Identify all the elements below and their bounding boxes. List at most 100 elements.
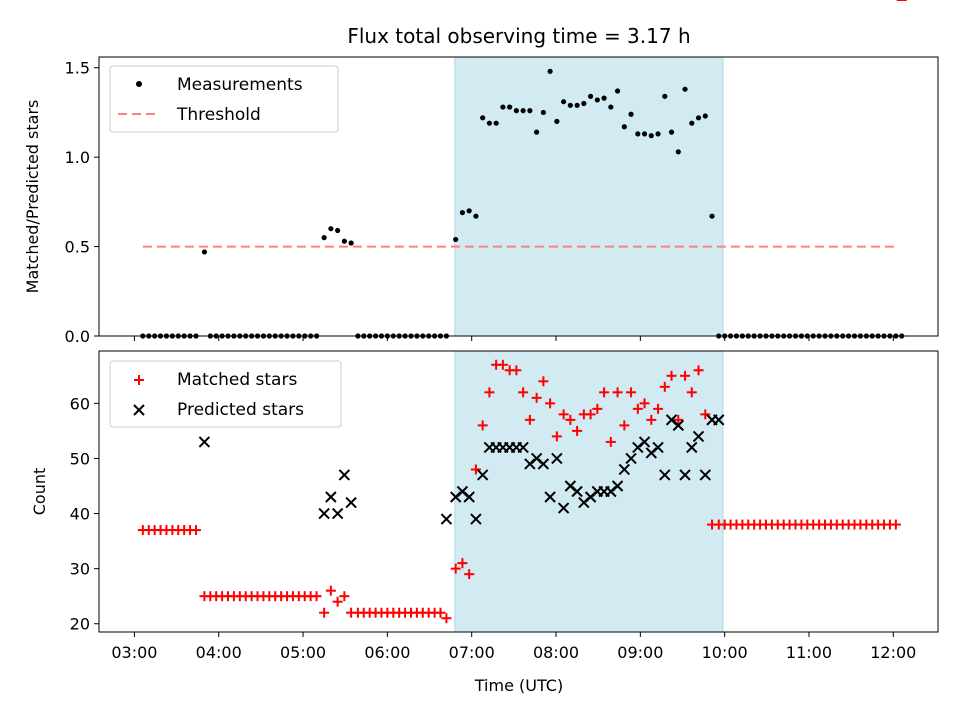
- predicted-star-point: [679, 469, 691, 481]
- top-y-axis-label: Matched/Predicted stars: [23, 100, 42, 294]
- measurement-point: [567, 102, 573, 108]
- measurement-point: [486, 120, 493, 126]
- x-tick-label: 05:00: [280, 643, 326, 662]
- predicted-star-point: [672, 419, 684, 432]
- measurement-point: [662, 93, 668, 99]
- predicted-star-point: [551, 452, 563, 465]
- matched-star-point: [470, 464, 481, 475]
- measurement-point: [695, 115, 702, 121]
- measurement-point: [335, 227, 341, 234]
- predicted-star-point: [659, 469, 671, 481]
- predicted-star-point: [338, 469, 351, 481]
- measurement-point: [594, 97, 600, 103]
- measurement-point: [453, 236, 459, 243]
- predicted-star-point: [440, 513, 453, 525]
- predicted-star-point: [537, 458, 550, 470]
- matched-star-point: [632, 403, 643, 414]
- matched-star-point: [619, 420, 630, 431]
- matched-star-point: [531, 392, 542, 403]
- chart-title: Flux total observing time = 3.17 h: [347, 24, 690, 48]
- matched-star-point: [524, 414, 535, 425]
- matched-star-point: [890, 519, 901, 530]
- matched-star-point: [332, 596, 343, 607]
- predicted-star-point: [318, 507, 330, 520]
- measurement-point: [561, 99, 567, 105]
- matched-star-point: [659, 381, 670, 392]
- matched-star-point: [339, 591, 350, 602]
- matched-star-point: [639, 398, 650, 409]
- y-tick-label: 0.5: [65, 238, 90, 257]
- matched-star-point: [325, 585, 336, 596]
- predicted-star-point: [571, 485, 583, 498]
- measurement-point: [668, 129, 675, 135]
- measurement-point: [641, 131, 648, 137]
- matched-star-point: [646, 414, 657, 425]
- measurement-point: [348, 240, 354, 246]
- matched-star-point: [686, 387, 697, 398]
- predicted-star-point: [625, 452, 637, 465]
- legend-threshold-label: Threshold: [176, 105, 261, 125]
- predicted-star-point: [618, 463, 631, 476]
- legend-predicted-label: Predicted stars: [177, 400, 304, 420]
- x-tick-label: 11:00: [786, 643, 832, 662]
- predicted-star-point: [198, 436, 211, 448]
- measurement-point: [587, 93, 594, 99]
- x-tick-label: 10:00: [702, 643, 748, 662]
- matched-star-point: [464, 569, 475, 580]
- matched-star-point: [558, 409, 569, 420]
- matched-star-point: [551, 431, 562, 442]
- matched-star-point: [653, 403, 664, 414]
- top-panel: 0.0 0.5 1.0 1.5 Matched/Predicted stars Mea…: [23, 56, 939, 346]
- matched-star-point: [592, 403, 603, 414]
- measurement-point: [608, 104, 614, 110]
- matched-star-point: [311, 591, 322, 602]
- measurement-point: [675, 149, 681, 155]
- measurement-point: [520, 108, 526, 114]
- predicted-star-point: [345, 496, 357, 509]
- y-tick-label: 1.0: [65, 148, 90, 167]
- top-legend: Measurements Threshold: [109, 65, 339, 133]
- x-tick-label: 07:00: [449, 643, 495, 662]
- measurement-point: [702, 113, 708, 119]
- y-tick-label: 40: [70, 505, 90, 524]
- measurement-point: [459, 209, 466, 216]
- y-tick-label: 1.5: [65, 59, 90, 78]
- measurement-point: [513, 108, 519, 114]
- matched-star-point: [538, 376, 549, 387]
- matched-star-point: [511, 365, 522, 376]
- measurement-point: [689, 120, 695, 126]
- measurement-point: [621, 124, 627, 130]
- observing-span-top: [454, 56, 724, 337]
- measurement-point: [648, 133, 654, 139]
- matched-star-point: [599, 387, 610, 398]
- legend-measurements-label: Measurements: [177, 75, 303, 95]
- measurement-point: [581, 100, 587, 107]
- matched-star-point: [545, 398, 556, 409]
- x-tick-label: 09:00: [617, 643, 663, 662]
- y-tick-label: 20: [70, 615, 90, 634]
- predicted-star-point: [611, 480, 624, 492]
- top-y-ticks: 0.0 0.5 1.0 1.5: [65, 59, 99, 346]
- x-tick-label: 08:00: [533, 643, 579, 662]
- matched-star-point: [190, 525, 201, 536]
- bottom-legend: Matched stars Predicted stars: [109, 360, 342, 428]
- matched-star-point: [565, 414, 576, 425]
- legend-predicted-marker: [133, 404, 145, 416]
- predicted-star-point: [652, 441, 664, 454]
- measurement-point: [466, 208, 472, 214]
- x-tick-label: 03:00: [111, 643, 157, 662]
- measurement-point: [682, 86, 688, 92]
- matched-star-point: [700, 409, 711, 420]
- predicted-star-point: [557, 502, 570, 514]
- matched-star-point: [693, 365, 704, 376]
- matched-star-point: [626, 387, 637, 398]
- predicted-star-point: [470, 513, 482, 525]
- y-tick-label: 0.0: [65, 327, 90, 346]
- predicted-star-point: [638, 436, 651, 448]
- measurement-point: [328, 226, 334, 232]
- measurement-point: [493, 120, 499, 126]
- measurement-point: [321, 235, 327, 241]
- matched-star-point: [572, 425, 583, 436]
- top-x-ticks: [133, 336, 894, 341]
- measurement-point: [201, 249, 208, 255]
